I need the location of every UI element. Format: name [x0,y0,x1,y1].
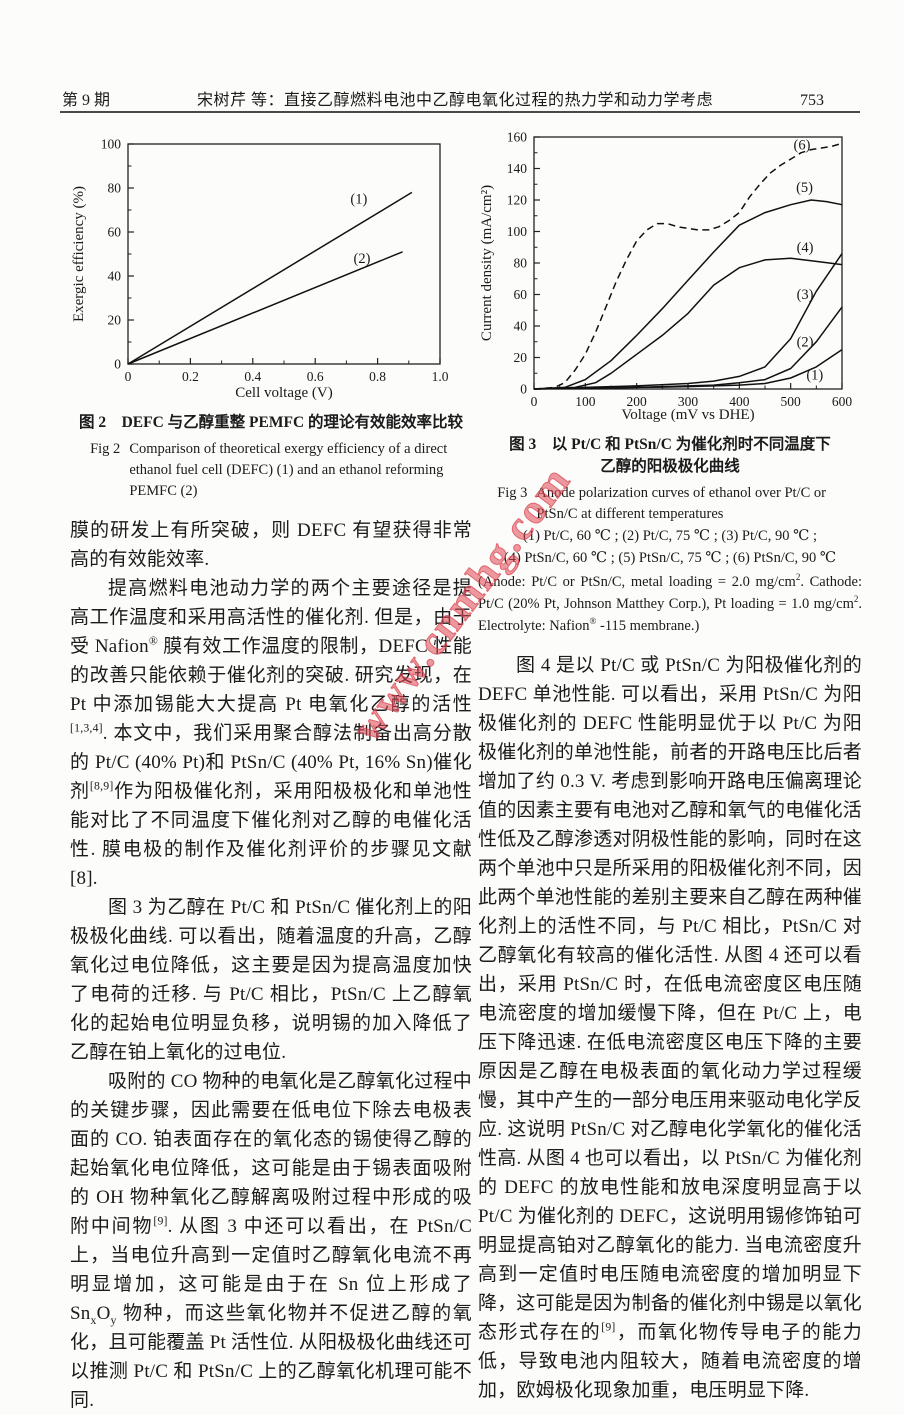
svg-text:1.0: 1.0 [432,369,449,384]
right-column: 0 100 200 300 400 500 600 0 20 40 60 80 100 120 140 160… [478,124,862,1405]
fig3-caption-cn-line1: 图 3 以 Pt/C 和 PtSn/C 为催化剂时不同温度下 [509,436,831,453]
fig3-caption-en-label: Fig 3 [497,485,528,501]
fig3-caption-cn-line2: 乙醇的阳极极化曲线 [600,458,740,475]
svg-text:40: 40 [514,319,528,334]
svg-text:Voltage (mV vs DHE): Voltage (mV vs DHE) [621,407,754,423]
svg-text:0: 0 [114,357,121,372]
svg-text:300: 300 [678,394,699,409]
svg-text:(5): (5) [796,180,813,196]
header-issue: 第 9 期 [62,92,111,109]
svg-text:100: 100 [575,394,596,409]
left-column: 0 0.2 0.4 0.6 0.8 1.0 0 20 40 60 80 100 Cell voltage… [70,128,472,1415]
svg-text:400: 400 [729,394,750,409]
fig3-conditions-line2: (4) PtSn/C, 60 ℃ ; (5) PtSn/C, 75 ℃ ; (6… [503,550,837,566]
svg-text:140: 140 [507,161,528,176]
fig3-caption-en: Fig 3 Anode polarization curves of ethan… [497,483,843,525]
fig3-caption-en-text: Anode polarization curves of ethanol ove… [536,485,826,522]
svg-text:20: 20 [514,350,528,365]
svg-text:160: 160 [507,130,528,145]
svg-text:(3): (3) [797,287,814,303]
svg-text:(6): (6) [793,138,810,154]
svg-text:Current density (mA/cm²): Current density (mA/cm²) [479,185,495,341]
svg-text:0: 0 [125,369,132,384]
body-paragraph: 图 3 为乙醇在 Pt/C 和 PtSn/C 催化剂上的阳极极化曲线. 可以看出… [70,897,472,1063]
body-paragraph: 提高燃料电池动力学的两个主要途径是提高工作温度和采用高活性的催化剂. 但是，由于… [70,578,472,889]
fig2-caption-en-label: Fig 2 [90,441,121,457]
body-paragraph: 膜的研发上有所突破，则 DEFC 有望获得非常高的有效能效率. [70,520,472,570]
fig3-note: (Anode: Pt/C or PtSn/C, metal loading = … [478,572,862,634]
fig3-chart: 0 100 200 300 400 500 600 0 20 40 60 80 100 120 140 160… [479,130,853,424]
svg-text:60: 60 [108,225,122,240]
fig2-caption-en: Fig 2 Comparison of theoretical exergy e… [90,439,452,502]
svg-text:40: 40 [108,269,122,284]
page-header: 第 9 期 宋树芹 等：直接乙醇燃料电池中乙醇电氧化过程的热力学和动力学考虑 7… [62,86,860,110]
svg-text:(2): (2) [354,251,371,267]
svg-text:120: 120 [507,193,528,208]
svg-text:0.6: 0.6 [307,369,324,384]
fig2-chart: 0 0.2 0.4 0.6 0.8 1.0 0 20 40 60 80 100 Cell voltage… [71,137,449,402]
svg-text:0.8: 0.8 [369,369,386,384]
fig2-caption-en-text: Comparison of theoretical exergy efficie… [129,441,448,499]
fig3-conditions-line1: (1) Pt/C, 60 ℃ ; (2) Pt/C, 75 ℃ ; (3) Pt… [523,528,817,544]
svg-text:0: 0 [520,382,527,397]
svg-text:60: 60 [514,287,528,302]
header-page-number: 753 [800,92,824,109]
body-paragraph: 图 4 是以 Pt/C 或 PtSn/C 为阳极催化剂的 DEFC 单池性能. … [478,655,863,1401]
body-paragraph: 吸附的 CO 物种的电氧化是乙醇氧化过程中的关键步骤，因此需要在低电位下除去电极… [70,1071,472,1411]
svg-text:0.2: 0.2 [182,369,199,384]
header-title: 宋树芹 等：直接乙醇燃料电池中乙醇电氧化过程的热力学和动力学考虑 [197,92,714,109]
svg-text:20: 20 [108,313,122,328]
svg-text:Cell voltage (V): Cell voltage (V) [235,385,332,401]
svg-text:(1): (1) [350,191,367,207]
svg-text:600: 600 [832,394,853,409]
page: 第 9 期 宋树芹 等：直接乙醇燃料电池中乙醇电氧化过程的热力学和动力学考虑 7… [60,86,862,1411]
svg-text:0.4: 0.4 [244,369,261,384]
svg-text:80: 80 [108,181,122,196]
svg-text:100: 100 [101,137,122,152]
svg-text:(4): (4) [797,240,814,256]
header-rule [60,111,860,113]
svg-text:80: 80 [514,256,528,271]
svg-text:(2): (2) [797,334,814,350]
svg-text:100: 100 [507,224,528,239]
svg-text:500: 500 [781,394,802,409]
fig2-caption-cn: 图 2 DEFC 与乙醇重整 PEMFC 的理论有效能效率比较 [78,414,464,431]
svg-text:200: 200 [627,394,648,409]
svg-text:Exergic efficiency (%): Exergic efficiency (%) [71,186,87,322]
svg-text:(1): (1) [806,368,823,384]
svg-text:0: 0 [531,394,538,409]
